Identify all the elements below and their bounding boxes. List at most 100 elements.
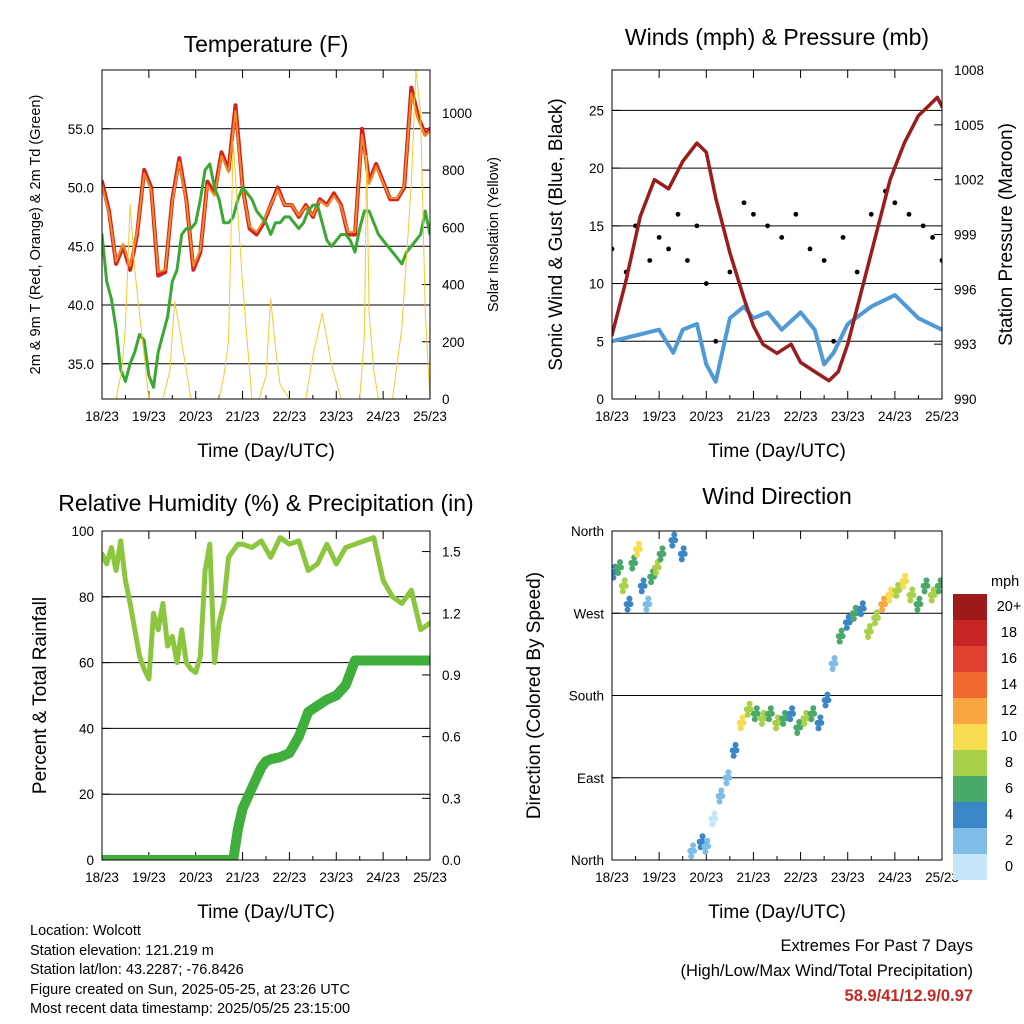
colorbar-label: 2: [1005, 833, 1013, 849]
colorbar-label: 16: [1001, 651, 1017, 667]
wind_direction-series-direction-point: [928, 597, 935, 604]
wind_direction-series-direction-point: [671, 531, 678, 538]
wind_direction-series-direction-point: [930, 586, 937, 593]
wind_direction-xtick-label: 19/23: [642, 870, 676, 885]
wind_direction-series-direction-point: [914, 606, 921, 613]
wind_direction-series-direction-point: [645, 595, 652, 602]
wind_direction-series-direction-point: [846, 619, 853, 626]
wind_direction-series-direction-point: [758, 720, 765, 727]
wind_direction-series-direction-point: [916, 595, 923, 602]
wind_direction-series-direction-point: [831, 655, 838, 662]
wind_direction-series-direction-point: [680, 545, 687, 552]
winds_pressure-series-gust-point: [854, 269, 860, 275]
temperature-ylabel: 2m & 9m T (Red, Orange) & 2m Td (Green): [28, 95, 44, 375]
extremes-subtitle: (High/Low/Max Wind/Total Precipitation): [680, 962, 973, 980]
colorbar-swatch: [953, 750, 987, 776]
rh_precip-ytick-label: 60: [79, 656, 94, 671]
temperature-xtick-label: 20/23: [179, 409, 213, 424]
temperature-xtick-label: 23/23: [319, 409, 353, 424]
wind_direction-series-direction-point: [704, 837, 711, 844]
colorbar-swatch: [953, 724, 987, 750]
wind_direction-series-direction-point: [773, 725, 780, 732]
winds_pressure-ytick-label: 0: [596, 392, 604, 407]
wind_direction-series-direction-point: [825, 697, 832, 704]
wind_direction-series-direction-point: [744, 711, 751, 718]
winds_pressure-series-gust-point: [930, 234, 935, 240]
wind_direction-series-direction-point: [702, 848, 709, 855]
winds_pressure-series-gust-point: [647, 258, 653, 263]
wind_direction-series-direction-point: [691, 847, 698, 854]
colorbar-swatch: [953, 854, 987, 880]
temperature-xlabel: Time (Day/UTC): [197, 441, 335, 462]
wind_direction-series-direction-point: [652, 570, 659, 577]
wind_direction-series-direction-point: [900, 583, 907, 590]
colorbar-label: 12: [1001, 703, 1017, 719]
temperature-xtick-label: 21/23: [226, 409, 260, 424]
temperature-ytick-label: 50.0: [68, 181, 94, 196]
wind_direction-series-direction-point: [612, 574, 617, 581]
wind_direction-series-direction-point: [746, 700, 753, 707]
rh_precip-ytick-label: 20: [79, 787, 94, 802]
rh_precip-ytick-label: 0: [86, 853, 94, 868]
wind_direction-series-direction-point: [716, 798, 723, 805]
wind_direction-series-direction-point: [622, 582, 629, 589]
wind_direction-series-direction-point: [917, 601, 924, 608]
wind_direction-series-direction-point: [648, 579, 655, 586]
wind_direction-series-direction-point: [672, 537, 679, 544]
winds_pressure-ytick-label: 20: [589, 161, 604, 176]
temperature-series-solar-insolation-line: [102, 70, 430, 399]
wind_direction-ytick-label: North: [571, 853, 604, 868]
winds_pressure-ytick-label: 10: [589, 277, 604, 292]
wind_direction-series-direction-point: [881, 595, 888, 602]
wind_direction-series-direction-point: [617, 559, 624, 566]
temperature-frame: [101, 69, 431, 400]
wind_direction-series-direction-point: [733, 747, 740, 754]
wind_direction-series-direction-point: [787, 716, 794, 723]
winds_pressure-series-gust-point: [612, 246, 615, 252]
temperature-ytick-label: 35.0: [68, 357, 94, 372]
colorbar-label: 0: [1005, 859, 1013, 875]
winds_pressure-series-station-pressure-line: [612, 95, 942, 383]
station-info: Location: Wolcott Station elevation: 121…: [30, 922, 350, 1020]
wind_direction-series-direction-point: [860, 605, 867, 612]
temperature-ytick-right-label: 800: [442, 163, 465, 178]
winds_pressure-series-gust-point: [685, 258, 690, 263]
wind_direction-series-direction-point: [753, 705, 760, 712]
colorbar-label: 14: [1001, 677, 1017, 693]
wind_direction-series-direction-point: [643, 606, 650, 613]
winds_pressure-ytick-right-label: 993: [954, 337, 977, 352]
wind_direction-series-direction-point: [681, 550, 688, 557]
colorbar-swatch: [953, 672, 987, 698]
wind_direction-frame: [611, 530, 943, 861]
winds_pressure-series-gust-point: [793, 211, 799, 217]
wind_direction-series-direction-point: [822, 702, 829, 709]
winds_pressure-series-gust-point: [741, 200, 747, 206]
wind_direction-series-direction-point: [725, 769, 732, 776]
temperature-ytick-right-label: 600: [442, 220, 465, 235]
wind_direction-series-direction-point: [817, 714, 824, 721]
wind_direction-series-direction-point: [740, 719, 747, 726]
winds_pressure-title: Winds (mph) & Pressure (mb): [625, 24, 929, 50]
wind_direction-xtick-label: 20/23: [689, 870, 723, 885]
winds_pressure-ytick-right-label: 996: [954, 282, 977, 297]
temperature-ytick-right-label: 200: [442, 335, 465, 350]
temperature-ylabel-right: Solar Insolation (Yellow): [486, 157, 502, 312]
temperature-series-9m-t-line: [102, 92, 430, 274]
temperature-xtick-label: 24/23: [366, 409, 400, 424]
temperature-series-2m-td-line: [102, 162, 430, 389]
colorbar-swatch: [953, 698, 987, 724]
wind_direction-series-direction-point: [845, 613, 852, 620]
latlon-text: Station lat/lon: 43.2287; -76.8426: [30, 962, 244, 978]
wind_direction-series-direction-point: [938, 582, 942, 589]
temperature-xtick-label: 19/23: [132, 409, 166, 424]
rh_precip-xtick-label: 21/23: [226, 870, 260, 885]
wind_direction-series-direction-point: [815, 725, 822, 732]
wind_direction-ytick-label: North: [571, 524, 604, 539]
wind_direction-xtick-label: 18/23: [595, 870, 629, 885]
winds_pressure-xtick-label: 25/23: [925, 409, 959, 424]
winds_pressure-ytick-label: 5: [596, 334, 604, 349]
wind_direction-series-direction-point: [879, 606, 886, 613]
rh_precip-xtick-label: 24/23: [366, 870, 400, 885]
rh_precip-plot-area: [102, 535, 430, 860]
wind_direction-series-direction-point: [797, 724, 804, 731]
